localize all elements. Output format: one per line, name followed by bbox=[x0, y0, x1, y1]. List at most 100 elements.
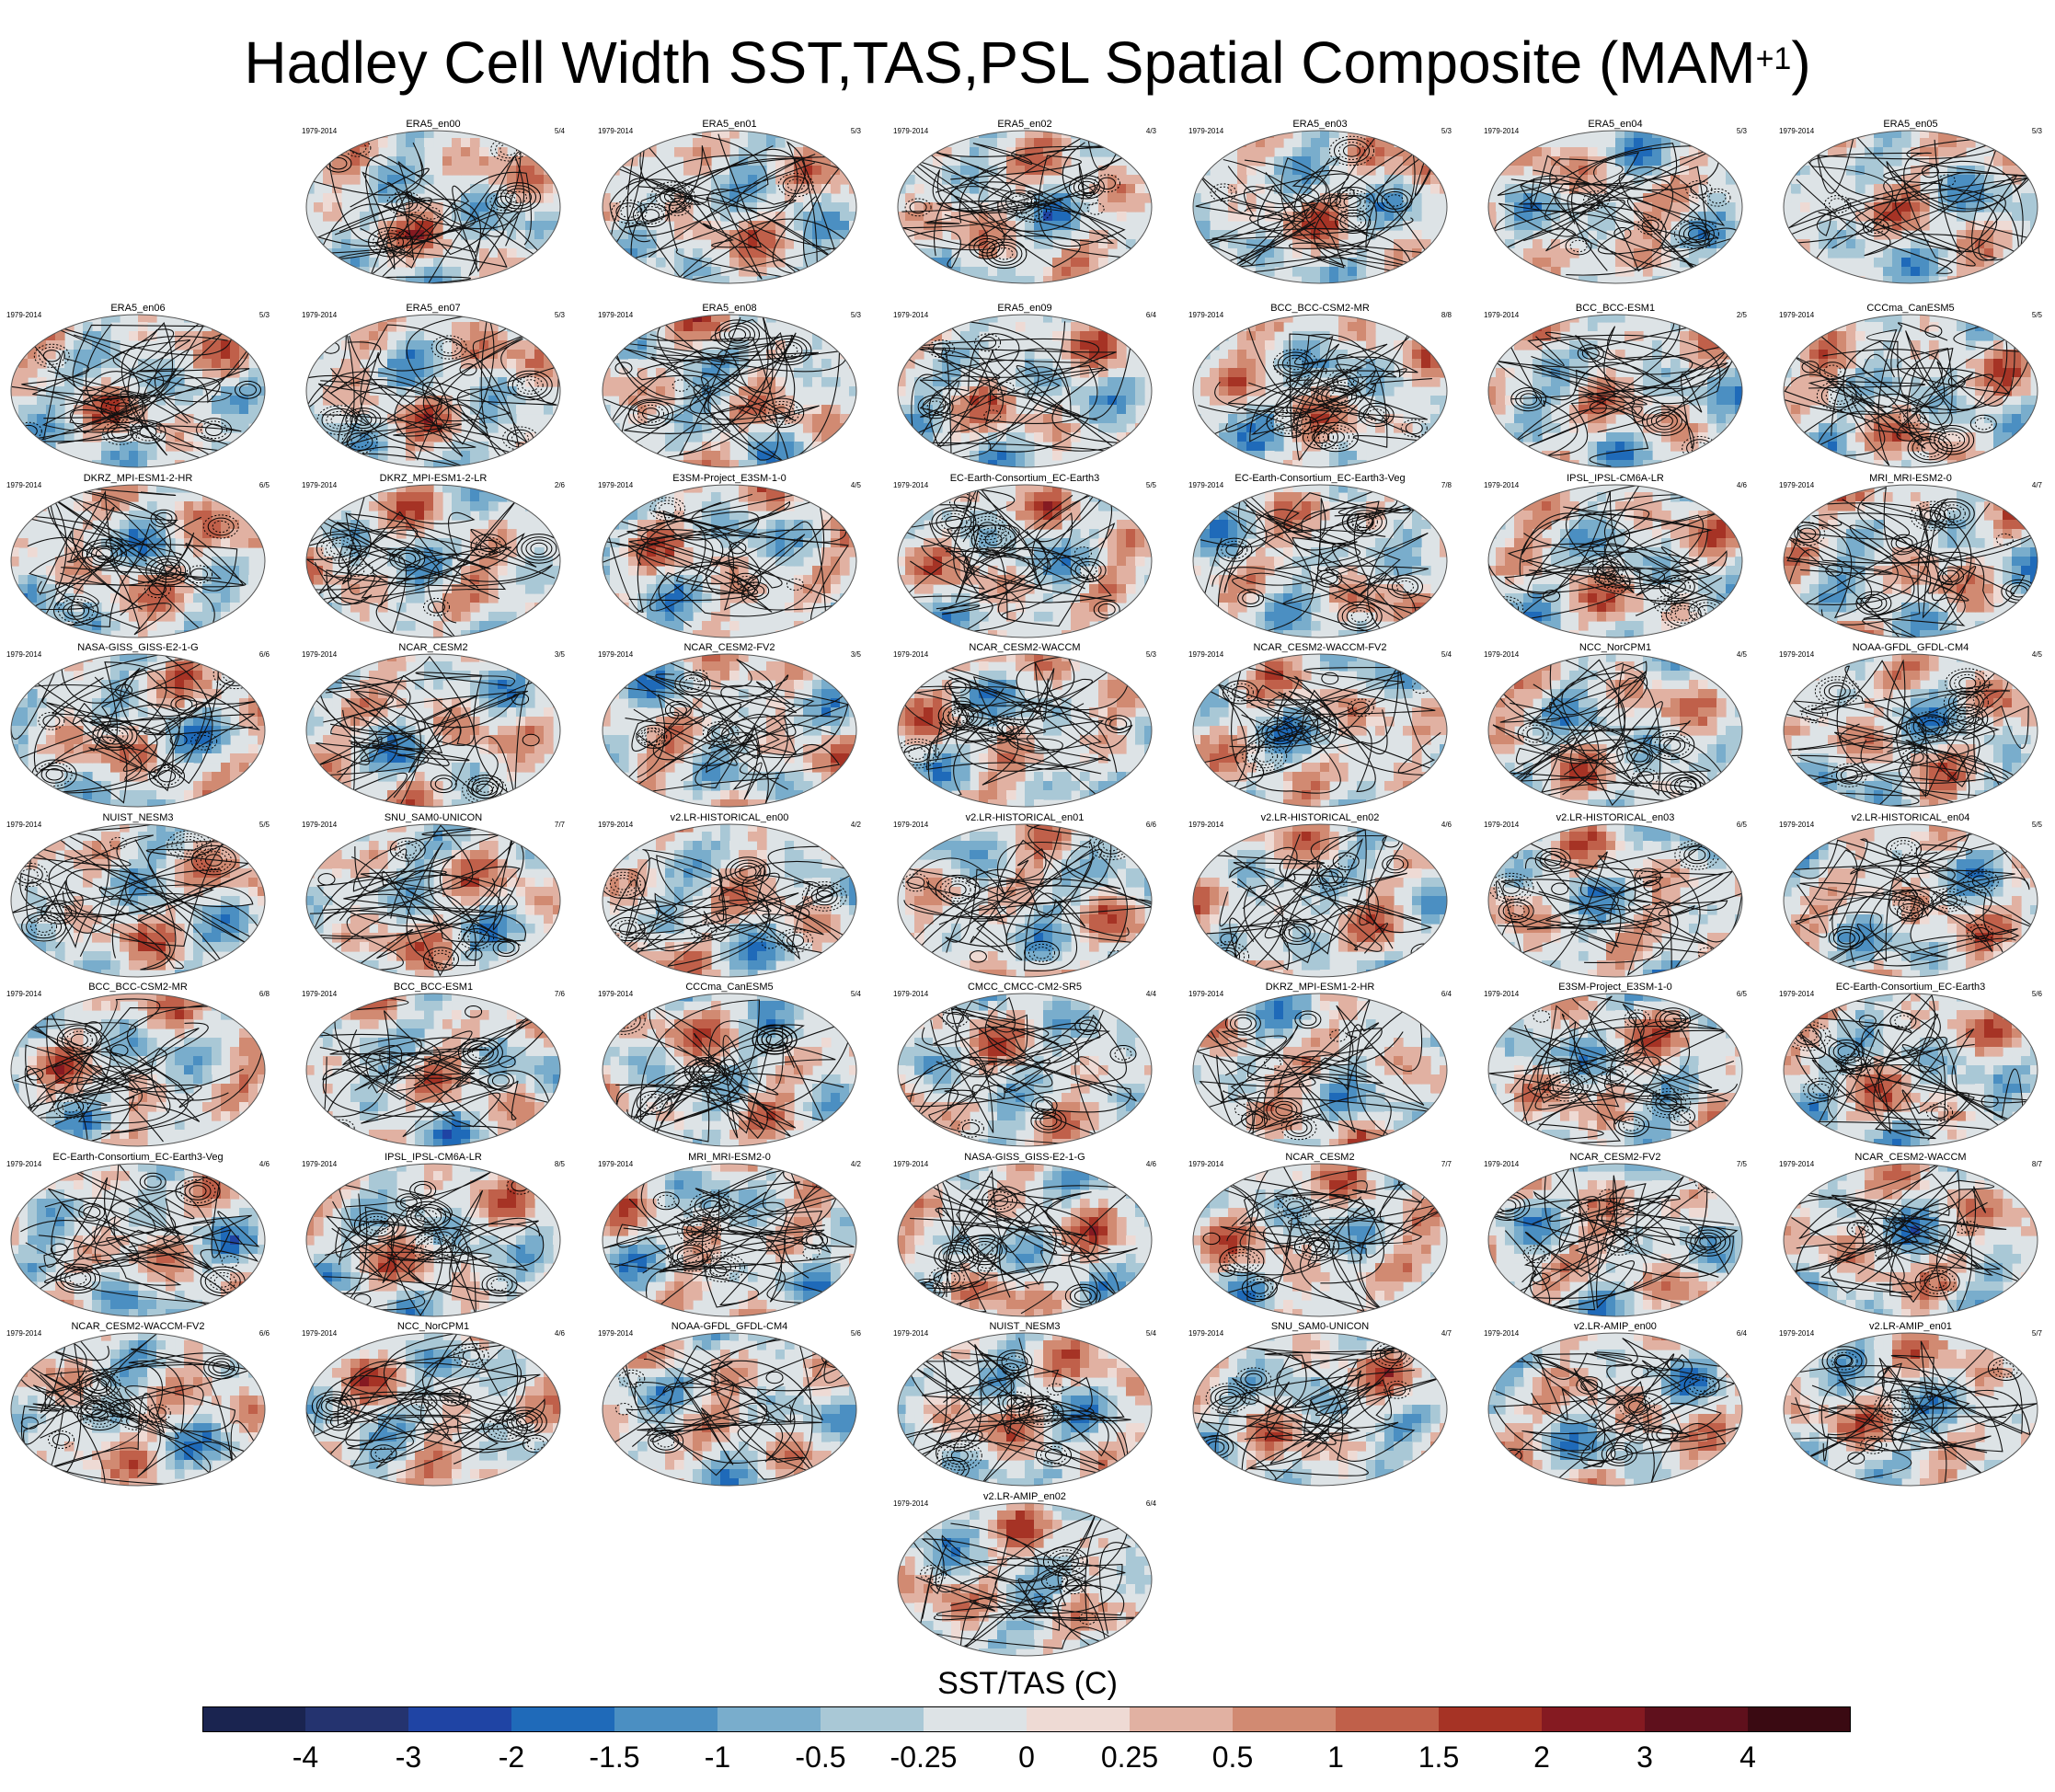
psl-contour bbox=[946, 1446, 973, 1465]
psl-contour bbox=[953, 696, 971, 710]
coastline bbox=[306, 154, 456, 277]
psl-contour bbox=[1967, 872, 1994, 890]
panel-map bbox=[897, 1332, 1153, 1487]
panel-map bbox=[1487, 1163, 1743, 1317]
psl-contour bbox=[1283, 924, 1311, 942]
coastline bbox=[1494, 144, 1724, 271]
map-panel: CCCma_CanESM5 1979-2014 5/4 bbox=[596, 981, 863, 1150]
panel-count: 6/4 bbox=[1145, 1499, 1156, 1508]
psl-contour bbox=[1246, 1279, 1273, 1297]
psl-contour bbox=[1601, 1066, 1628, 1085]
panel-period: 1979-2014 bbox=[598, 821, 634, 829]
coastline bbox=[911, 338, 1135, 464]
psl-contour bbox=[434, 777, 453, 790]
psl-contour bbox=[1902, 898, 1921, 911]
psl-contour bbox=[1229, 1014, 1257, 1033]
map-panel: BCC_BCC-CSM2-MR 1979-2014 6/8 bbox=[5, 981, 271, 1150]
psl-contour bbox=[1995, 533, 2014, 546]
psl-contour bbox=[1618, 1116, 1646, 1134]
anomaly-field bbox=[306, 485, 560, 638]
anomaly-field bbox=[1488, 654, 1742, 807]
psl-contour bbox=[1214, 1388, 1242, 1407]
psl-contour bbox=[768, 404, 796, 422]
psl-contour bbox=[603, 1005, 646, 1035]
panel-map bbox=[1487, 484, 1743, 638]
map-border bbox=[10, 653, 266, 808]
map-panel: CMCC_CMCC-CM2-SR5 1979-2014 4/4 bbox=[891, 981, 1158, 1150]
psl-contour bbox=[130, 419, 166, 444]
coastline bbox=[17, 676, 236, 804]
map-border bbox=[305, 1163, 561, 1317]
panel-period: 1979-2014 bbox=[1484, 1160, 1520, 1168]
coastline bbox=[11, 843, 265, 959]
panel-map bbox=[897, 993, 1153, 1147]
panel-title: ERA5_en06 bbox=[110, 303, 166, 314]
map-panel: E3SM-Project_E3SM-1-0 1979-2014 6/5 bbox=[1482, 981, 1749, 1150]
psl-contour bbox=[1801, 361, 1820, 373]
psl-contour bbox=[1329, 135, 1374, 167]
psl-contour bbox=[672, 379, 690, 392]
coastline bbox=[1504, 1164, 1704, 1313]
panel-period: 1979-2014 bbox=[1188, 990, 1224, 998]
psl-contour bbox=[657, 1435, 675, 1448]
map-panel: NCAR_CESM2 1979-2014 7/7 bbox=[1187, 1151, 1453, 1320]
psl-contour bbox=[105, 396, 142, 421]
panel-period: 1979-2014 bbox=[893, 127, 929, 135]
coastline bbox=[22, 316, 242, 442]
psl-contour bbox=[1914, 503, 1951, 529]
psl-contour bbox=[1682, 224, 1710, 244]
psl-contour bbox=[1912, 714, 1949, 739]
coastline bbox=[38, 1190, 265, 1311]
anomaly-field bbox=[603, 485, 856, 638]
psl-contour bbox=[904, 198, 932, 217]
panel-map bbox=[10, 823, 266, 978]
map-panel: ERA5_en00 1979-2014 5/4 bbox=[300, 118, 567, 287]
psl-contour bbox=[476, 783, 494, 797]
psl-contour bbox=[714, 1260, 732, 1274]
psl-contour bbox=[1326, 431, 1345, 443]
coastline bbox=[1792, 330, 1993, 459]
psl-contour bbox=[1332, 852, 1360, 871]
panel-title: NCC_NorCPM1 bbox=[1579, 642, 1652, 653]
panel-title: v2.LR-AMIP_en00 bbox=[1574, 1321, 1657, 1332]
panel-count: 5/3 bbox=[850, 127, 861, 135]
psl-contour bbox=[411, 1233, 457, 1263]
panel-title: v2.LR-AMIP_en02 bbox=[983, 1491, 1066, 1502]
map-panel: BCC_BCC-ESM1 1979-2014 2/5 bbox=[1482, 302, 1749, 471]
coastline bbox=[626, 1353, 835, 1475]
psl-contour bbox=[1205, 1383, 1251, 1413]
coastline bbox=[627, 485, 849, 633]
psl-contour bbox=[801, 881, 847, 912]
panel-map bbox=[10, 653, 266, 808]
panel-map bbox=[602, 314, 857, 468]
psl-contour bbox=[1343, 144, 1360, 157]
coastline bbox=[1531, 1353, 1682, 1467]
panel-period: 1979-2014 bbox=[302, 821, 338, 829]
psl-contour bbox=[212, 520, 230, 534]
psl-contour bbox=[430, 775, 457, 794]
panel-period: 1979-2014 bbox=[6, 990, 42, 998]
map-panel: EC-Earth-Consortium_EC-Earth3-Veg 1979-20… bbox=[1187, 472, 1453, 641]
coastline bbox=[1795, 1010, 1975, 1131]
psl-contour bbox=[1400, 419, 1428, 438]
psl-contour bbox=[1969, 414, 1997, 433]
psl-contour bbox=[667, 1241, 713, 1272]
psl-contour bbox=[1828, 684, 1846, 698]
panel-count: 4/5 bbox=[1736, 650, 1747, 659]
coastline bbox=[1218, 505, 1419, 638]
psl-contour bbox=[1571, 1201, 1590, 1214]
anomaly-field bbox=[898, 824, 1152, 977]
coastline bbox=[349, 1007, 560, 1092]
psl-contour bbox=[1847, 1452, 1866, 1465]
map-border bbox=[1783, 1163, 2038, 1317]
psl-contour bbox=[530, 542, 548, 556]
psl-contour bbox=[440, 340, 458, 354]
anomaly-field bbox=[1488, 1164, 1742, 1316]
psl-contour bbox=[1263, 1057, 1281, 1070]
psl-contour bbox=[1383, 1348, 1402, 1361]
coastline bbox=[49, 486, 245, 610]
map-border bbox=[1783, 484, 2038, 638]
map-border bbox=[305, 314, 561, 468]
psl-contour bbox=[52, 1433, 70, 1446]
panel-map bbox=[897, 1163, 1153, 1317]
